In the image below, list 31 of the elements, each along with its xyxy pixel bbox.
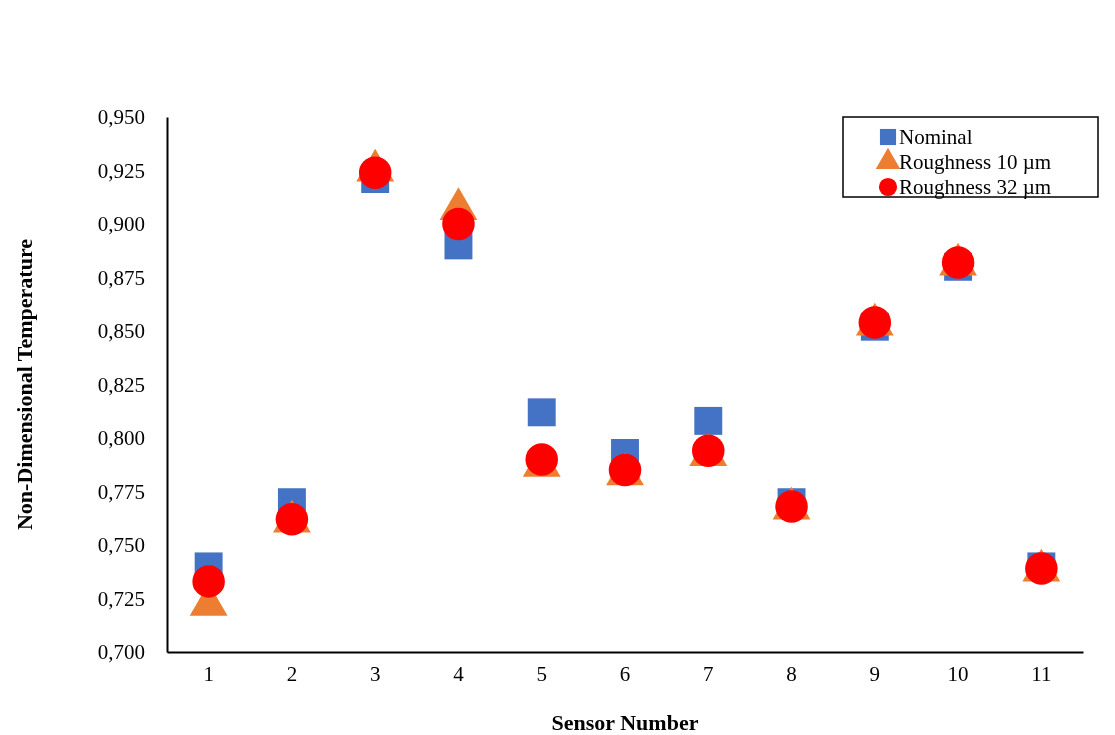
x-tick-label: 5 <box>536 661 547 686</box>
x-tick-label: 6 <box>619 661 631 686</box>
point <box>694 406 723 435</box>
y-tick-label: 0,850 <box>97 319 145 344</box>
y-axis-title: Non-Dimensional Temperature <box>12 238 37 531</box>
x-axis-title: Sensor Number <box>551 710 699 735</box>
y-tick-label: 0,700 <box>97 640 145 665</box>
x-tick-label: 11 <box>1031 661 1052 686</box>
y-tick-label: 0,825 <box>97 372 145 397</box>
legend-label: Nominal <box>899 125 973 149</box>
x-tick-label: 9 <box>869 661 881 686</box>
point <box>192 565 225 598</box>
y-tick-label: 0,900 <box>97 212 145 237</box>
x-tick-label: 7 <box>703 661 714 686</box>
y-tick-label: 0,875 <box>97 265 145 290</box>
x-tick-label: 4 <box>453 661 465 686</box>
point <box>527 398 556 427</box>
y-tick-label: 0,925 <box>97 158 145 183</box>
x-tick-label: 1 <box>203 661 214 686</box>
y-tick-label: 0,800 <box>97 426 145 451</box>
legend-label: Roughness 32 µm <box>899 175 1052 199</box>
x-tick-label: 2 <box>286 661 298 686</box>
y-tick-label: 0,950 <box>97 105 145 130</box>
x-tick-label: 10 <box>947 661 969 686</box>
y-tick-label: 0,725 <box>97 586 145 611</box>
y-tick-label: 0,750 <box>97 533 145 558</box>
x-tick-label: 8 <box>786 661 797 686</box>
legend-label: Roughness 10 µm <box>899 150 1052 174</box>
x-tick-label: 3 <box>369 661 381 686</box>
y-tick-label: 0,775 <box>97 479 145 504</box>
point <box>442 207 475 241</box>
